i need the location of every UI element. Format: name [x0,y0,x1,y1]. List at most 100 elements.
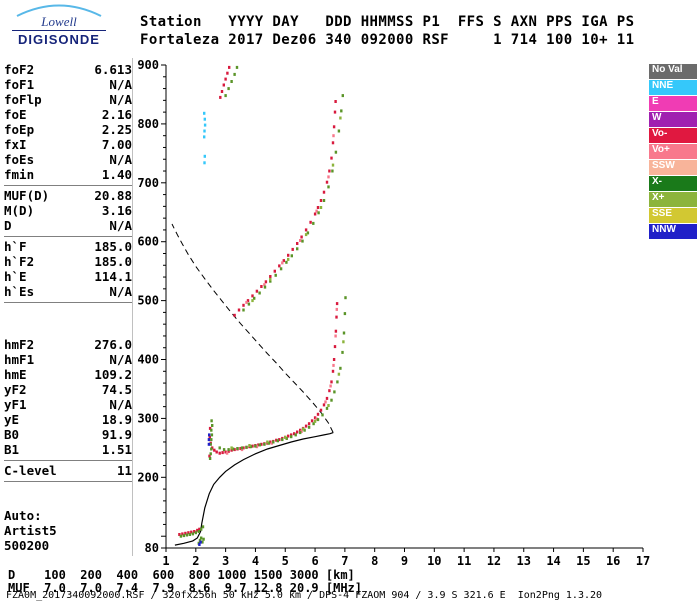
x-tick-label: 16 [606,554,620,568]
parameter-value: 74.5 [101,382,132,397]
parameter-label: h`F2 [4,254,35,269]
trace-F-1st-order-O-pink [225,307,338,455]
parameter-label: fmin [4,167,35,182]
parameter-row: h`E 114.1 [4,269,132,284]
parameter-value: 185.0 [94,254,132,269]
parameter-group: foF2 6.613 foF1 N/A foFlp N/A foE 2.16 foEp 2.25 f… [4,60,132,186]
parameter-value: 6.613 [94,62,132,77]
parameter-value: 3.16 [101,203,132,218]
y-tick-label: 200 [137,470,159,484]
parameter-group: MUF(D) 20.88 M(D) 3.16 D N/A [4,186,132,237]
x-tick-label: 9 [401,554,408,568]
true-height-profile [174,432,334,546]
parameter-group: Auto: Artist5 500200 [4,506,132,556]
parameter-row: M(D) 3.16 [4,203,132,218]
parameter-value: 20.88 [94,188,132,203]
y-tick-label: 300 [137,411,159,425]
parameter-row: 500200 [4,538,132,553]
parameter-value: 114.1 [94,269,132,284]
parameter-value: N/A [109,77,132,92]
parameter-row: C-level 11 [4,463,132,478]
parameter-label: foF2 [4,62,35,77]
parameter-row: D N/A [4,218,132,233]
trace-NNE-echoes [203,111,207,165]
parameter-label: h`F [4,239,27,254]
parameter-value: N/A [109,397,132,412]
trace-F-start-spread [208,419,214,460]
parameter-panel: foF2 6.613 foF1 N/A foFlp N/A foE 2.16 foEp 2.25 f… [4,60,132,556]
parameter-label: C-level [4,463,57,478]
parameter-label: B1 [4,442,20,457]
parameter-value: 2.16 [101,107,132,122]
trace-F-2nd-order-O [233,100,337,317]
parameter-row: hmF1 N/A [4,352,132,367]
legend-item-nne: NNE [649,80,697,95]
parameter-row: foF1 N/A [4,77,132,92]
parameter-row: yF1 N/A [4,397,132,412]
x-tick-label: 5 [282,554,289,568]
parameter-label: yF2 [4,382,27,397]
x-tick-label: 13 [517,554,531,568]
y-tick-label: 80 [145,541,159,555]
logo-digisonde-text: DIGISONDE [12,30,106,47]
trace-F-1st-order-O [208,302,339,458]
muf-row: MUF 7.0 7.0 7.4 7.9 8.6 9.7 12.8 20.9 [M… [8,581,363,595]
parameter-label: B0 [4,427,20,442]
parameter-label: M(D) [4,203,35,218]
parameter-row: fmin 1.40 [4,167,132,182]
x-tick-label: 15 [576,554,590,568]
parameter-label: Artist5 [4,523,57,538]
parameter-value: N/A [109,92,132,107]
legend-item-vo-: Vo- [649,128,697,143]
parameter-row: B1 1.51 [4,442,132,457]
parameter-value: N/A [109,352,132,367]
parameter-label: foFlp [4,92,42,107]
x-tick-label: 4 [252,554,259,568]
parameter-row: h`F2 185.0 [4,254,132,269]
logo-arc-icon [16,4,102,17]
parameter-label: hmF1 [4,352,35,367]
x-tick-label: 7 [341,554,348,568]
distance-row: D 100 200 400 600 800 1000 1500 3000 [km… [8,568,355,582]
legend-item-x+: X+ [649,192,697,207]
legend-item-ssw: SSW [649,160,697,175]
parameter-label: yE [4,412,20,427]
parameter-value: N/A [109,152,132,167]
parameter-row: B0 91.9 [4,427,132,442]
parameter-label: foEs [4,152,35,167]
parameter-value: N/A [109,284,132,299]
legend-item-e: E [649,96,697,111]
parameter-row: hmE 109.2 [4,367,132,382]
y-tick-label: 900 [137,58,159,72]
trace-F-2nd-order-O-pink [245,134,335,304]
parameter-value: 2.25 [101,122,132,137]
y-tick-label: 600 [137,235,159,249]
trace-F-2nd-order-X [242,94,344,312]
parameter-row: fxI 7.00 [4,137,132,152]
parameter-label: hmE [4,367,27,382]
x-tick-label: 11 [457,554,471,568]
x-tick-label: 3 [222,554,229,568]
parameter-label: D [4,218,12,233]
parameter-label: foE [4,107,27,122]
parameter-row: foE 2.16 [4,107,132,122]
x-tick-label: 2 [192,554,199,568]
legend-item-x-: X- [649,176,697,191]
header-line-2: Fortaleza 2017 Dez06 340 092000 RSF 1 71… [140,32,635,48]
echo-color-legend: No Val NNE E W Vo- Vo+ SSW X- X+ SSE NNW [649,64,697,240]
trace-E-region-O [178,527,201,536]
trace-F-2nd-order-X-light [251,116,342,303]
legend-item-vo+: Vo+ [649,144,697,159]
parameter-label: foF1 [4,77,35,92]
header-line-1: Station YYYY DAY DDD HHMMSS P1 FFS S AXN… [140,14,635,30]
parameter-row: foEp 2.25 [4,122,132,137]
y-tick-label: 700 [137,176,159,190]
parameter-row: MUF(D) 20.88 [4,188,132,203]
parameter-value: 1.51 [101,442,132,457]
legend-item-no-val: No Val [649,64,697,79]
topside-profile-dashed [171,223,334,433]
legend-item-w: W [649,112,697,127]
parameter-label: h`E [4,269,27,284]
parameter-value: 91.9 [101,427,132,442]
